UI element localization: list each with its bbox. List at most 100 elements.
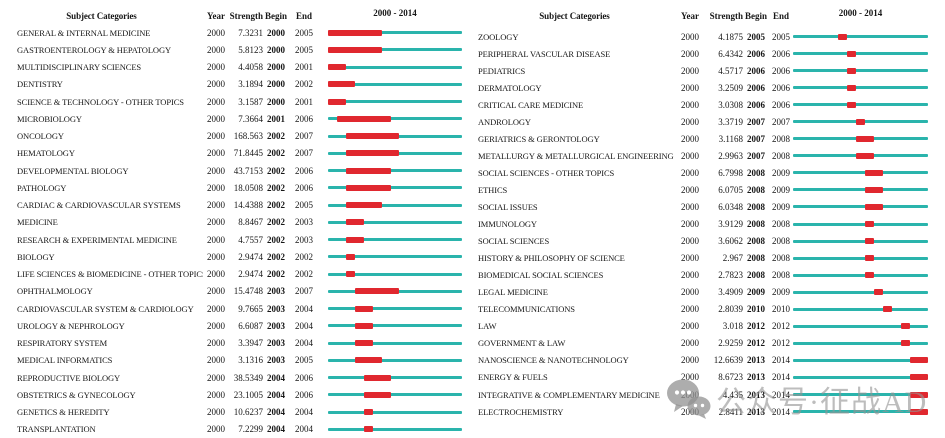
timeline-cell: [328, 231, 462, 248]
year-value: 2000: [207, 286, 225, 297]
category-label: GASTROENTEROLOGY & HEPATOLOGY: [17, 44, 172, 55]
header-subject-categories: Subject Categories: [66, 11, 137, 21]
timeline-track: [793, 410, 928, 414]
begin-year-value: 2002: [267, 131, 285, 142]
table-row: PEDIATRICS 2000 4.5717 2006 2006: [472, 62, 945, 79]
timeline-cell: [328, 404, 462, 421]
strength-value: 18.0508: [233, 182, 263, 193]
year-value: 2000: [681, 253, 699, 264]
burst-bar: [363, 374, 391, 381]
header-end: End: [772, 11, 789, 21]
category-label: ETHICS: [478, 184, 508, 195]
begin-year-value: 2002: [267, 269, 285, 280]
year-value: 2000: [207, 62, 225, 73]
burst-bar: [328, 29, 382, 36]
table-row: MEDICINE 2000 8.8467 2002 2003: [0, 214, 472, 231]
burst-table-right: Subject Categories Year Strength Begin E…: [472, 8, 945, 420]
timeline-track: [328, 48, 462, 52]
strength-value: 38.5349: [233, 372, 263, 383]
strength-value: 3.0308: [718, 99, 743, 110]
timeline-cell: [328, 76, 462, 93]
begin-year-value: 2004: [267, 372, 285, 383]
strength-value: 2.8039: [718, 304, 743, 315]
timeline-track: [328, 324, 462, 328]
timeline-track: [793, 324, 928, 328]
strength-value: 3.9129: [718, 219, 743, 230]
end-year-value: 2006: [295, 182, 313, 193]
strength-value: 6.0348: [718, 201, 743, 212]
table-row: METALLURGY & METALLURGICAL ENGINEERING 20…: [472, 147, 945, 164]
timeline-cell: [793, 96, 928, 113]
timeline-track: [793, 171, 928, 175]
timeline-cell: [793, 113, 928, 130]
table-row: GERIATRICS & GERONTOLOGY 2000 3.1168 2007 20…: [472, 130, 945, 147]
year-value: 2000: [681, 304, 699, 315]
table-row: LAW 2000 3.018 2012 2012: [472, 318, 945, 335]
strength-value: 43.7153: [233, 165, 263, 176]
end-year-value: 2006: [295, 165, 313, 176]
table-row: IMMUNOLOGY 2000 3.9129 2008 2008: [472, 216, 945, 233]
table-row: CARDIOVASCULAR SYSTEM & CARDIOLOGY 2000 9.…: [0, 300, 472, 317]
end-year-value: 2004: [295, 320, 313, 331]
year-value: 2000: [207, 217, 225, 228]
year-value: 2000: [681, 355, 699, 366]
year-value: 2000: [207, 182, 225, 193]
begin-year-value: 2004: [267, 407, 285, 418]
timeline-cell: [328, 197, 462, 214]
timeline-cell: [793, 79, 928, 96]
burst-bar: [847, 50, 856, 57]
strength-value: 8.8467: [238, 217, 263, 228]
timeline-track: [328, 393, 462, 397]
end-year-value: 2009: [772, 201, 790, 212]
end-year-value: 2006: [772, 82, 790, 93]
burst-bar: [363, 391, 391, 398]
strength-value: 7.2299: [238, 424, 263, 435]
timeline-track: [328, 410, 462, 414]
burst-bar: [910, 391, 928, 398]
year-value: 2000: [207, 424, 225, 435]
category-label: OBSTETRICS & GYNECOLOGY: [17, 389, 136, 400]
timeline-cell: [793, 352, 928, 369]
timeline-cell: [328, 335, 462, 352]
category-label: BIOMEDICAL SOCIAL SCIENCES: [478, 270, 604, 281]
table-row: ZOOLOGY 2000 4.1875 2005 2005: [472, 28, 945, 45]
begin-year-value: 2002: [267, 165, 285, 176]
burst-bar: [345, 202, 382, 209]
category-label: DEVELOPMENTAL BIOLOGY: [17, 165, 129, 176]
header-strength: Strength: [229, 11, 263, 21]
table-row: MEDICAL INFORMATICS 2000 3.1316 2003 2005: [0, 352, 472, 369]
year-value: 2000: [681, 82, 699, 93]
burst-bar: [354, 322, 373, 329]
end-year-value: 2003: [295, 217, 313, 228]
table-row: MULTIDISCIPLINARY SCIENCES 2000 4.4058 2000…: [0, 59, 472, 76]
category-label: HISTORY & PHILOSOPHY OF SCIENCE: [478, 253, 625, 264]
end-year-value: 2006: [772, 48, 790, 59]
burst-bar: [328, 46, 382, 53]
table-row: ETHICS 2000 6.0705 2008 2009: [472, 181, 945, 198]
category-label: ZOOLOGY: [478, 31, 519, 42]
begin-year-value: 2006: [747, 48, 765, 59]
year-value: 2000: [207, 96, 225, 107]
begin-year-value: 2003: [267, 286, 285, 297]
category-label: PERIPHERAL VASCULAR DISEASE: [478, 48, 611, 59]
strength-value: 2.8411: [718, 406, 743, 417]
burst-bar: [864, 169, 883, 176]
table-row: DERMATOLOGY 2000 3.2509 2006 2006: [472, 79, 945, 96]
category-label: CARDIOVASCULAR SYSTEM & CARDIOLOGY: [17, 303, 194, 314]
burst-bar: [856, 135, 874, 142]
strength-value: 3.018: [722, 321, 743, 332]
burst-bar: [328, 98, 346, 105]
end-year-value: 2012: [772, 321, 790, 332]
timeline-cell: [328, 317, 462, 334]
end-year-value: 2014: [772, 372, 790, 383]
strength-value: 3.4909: [718, 287, 743, 298]
end-year-value: 2005: [295, 355, 313, 366]
end-year-value: 2009: [772, 167, 790, 178]
end-year-value: 2005: [295, 44, 313, 55]
begin-year-value: 2008: [747, 201, 765, 212]
timeline-cell: [793, 164, 928, 181]
end-year-value: 2007: [295, 148, 313, 159]
strength-value: 7.3231: [238, 27, 263, 38]
table-row: ONCOLOGY 2000 168.563 2002 2007: [0, 128, 472, 145]
strength-value: 3.1168: [718, 133, 743, 144]
